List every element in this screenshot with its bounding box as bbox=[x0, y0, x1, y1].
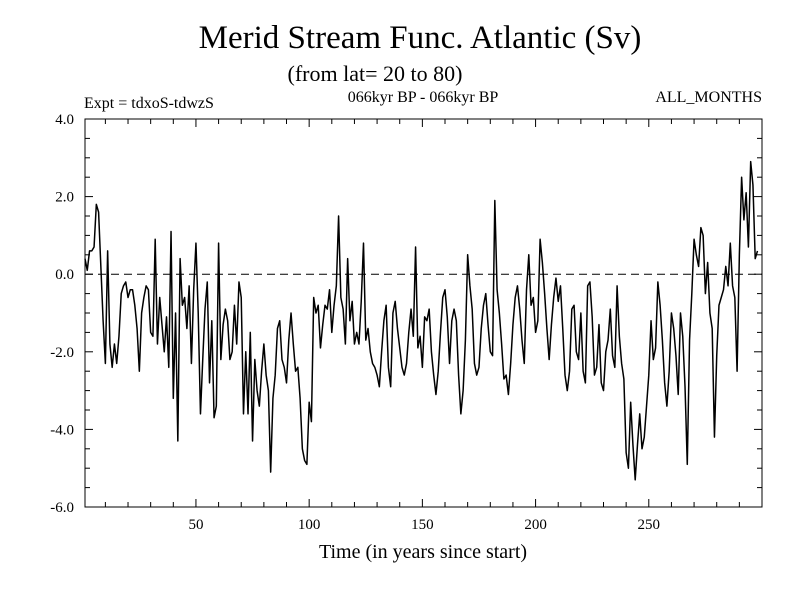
y-tick-label: 0.0 bbox=[55, 267, 74, 283]
x-tick-label: 50 bbox=[188, 517, 203, 533]
y-tick-label: 2.0 bbox=[55, 190, 74, 206]
x-tick-label: 250 bbox=[638, 517, 661, 533]
y-axis-tick-labels: 4.0 2.0 0.0 -2.0 -4.0 -6.0 bbox=[50, 112, 74, 516]
y-tick-label: 4.0 bbox=[55, 112, 74, 128]
x-axis-tick-labels: 50 100 150 200 250 bbox=[188, 517, 660, 533]
axis-ticks bbox=[85, 118, 763, 508]
x-axis-label: Time (in years since start) bbox=[319, 541, 527, 563]
y-tick-label: -4.0 bbox=[50, 422, 74, 438]
x-tick-label: 150 bbox=[411, 517, 434, 533]
experiment-label: Expt = tdxoS-tdwzS bbox=[84, 95, 214, 112]
series-line bbox=[84, 160, 759, 481]
y-tick-label: -2.0 bbox=[50, 345, 74, 361]
months-label: ALL_MONTHS bbox=[655, 89, 762, 106]
x-tick-label: 100 bbox=[298, 517, 321, 533]
chart-subtitle: (from lat= 20 to 80) bbox=[288, 61, 463, 86]
period-label: 066kyr BP - 066kyr BP bbox=[348, 89, 499, 106]
x-tick-label: 200 bbox=[524, 517, 547, 533]
y-tick-label: -6.0 bbox=[50, 500, 74, 516]
chart-title: Merid Stream Func. Atlantic (Sv) bbox=[199, 20, 642, 56]
